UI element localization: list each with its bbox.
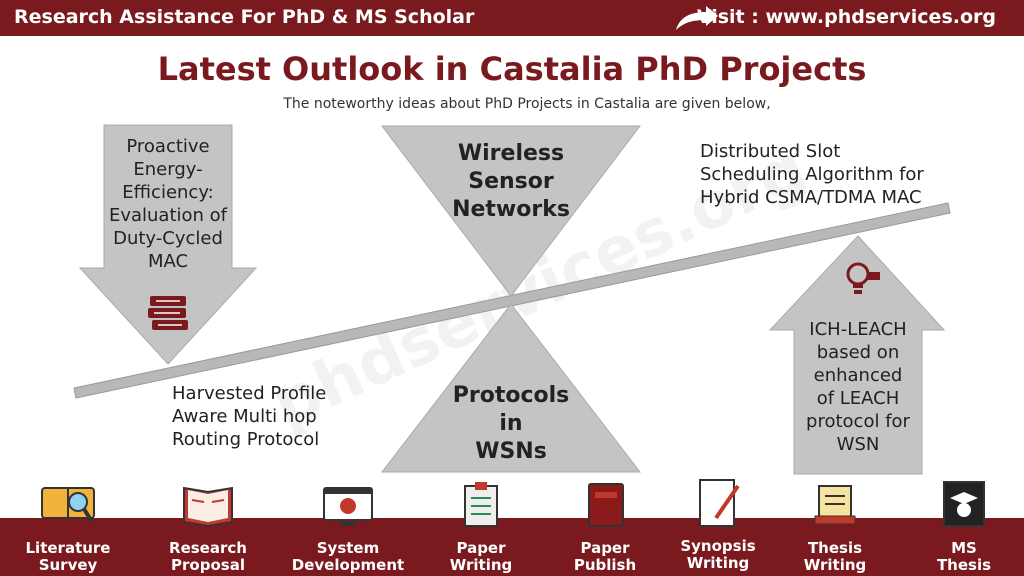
service-label: Paper (580, 539, 630, 557)
down-arrow-line: Evaluation of (108, 205, 228, 226)
up-arrow-line: based on (816, 342, 900, 363)
service-label: Writing (803, 556, 867, 574)
up-arrow-line: enhanced (813, 365, 903, 386)
up-arrow-shape (768, 235, 946, 475)
header-bar: Research Assistance For PhD & MS Scholar… (0, 0, 1024, 36)
service-label: Survey (38, 556, 98, 574)
topic-line: Routing Protocol (172, 429, 320, 450)
service-label: Paper (456, 539, 506, 557)
wsn-line: Networks (452, 197, 570, 222)
header-tagline: Research Assistance For PhD & MS Scholar (14, 6, 475, 28)
service-label: Development (291, 556, 405, 574)
pen-paper-icon (699, 479, 740, 527)
seesaw-beam (73, 202, 951, 399)
topic-line: Aware Multi hop (172, 406, 317, 427)
down-arrow-text: Proactive Energy- Efficiency: Evaluation… (104, 135, 232, 273)
service-ms-thesis[interactable]: MS Thesis (904, 478, 1024, 574)
upright-triangle-shape (380, 303, 642, 473)
graduate-icon (943, 481, 985, 527)
topic-line: Distributed Slot (700, 141, 841, 162)
down-arrow-line: MAC (147, 251, 189, 272)
lightbulb-icon (846, 262, 880, 294)
service-system-development[interactable]: System Development (288, 478, 408, 574)
service-label: Synopsis (680, 537, 756, 555)
page-title: Latest Outlook in Castalia PhD Projects (157, 50, 867, 88)
up-arrow-line: protocol for (806, 411, 910, 432)
wsn-line: Sensor (468, 169, 554, 194)
service-paper-publish[interactable]: Paper Publish (545, 478, 665, 574)
monitor-code-icon (323, 487, 373, 526)
service-label: Writing (449, 556, 513, 574)
top-right-topic: Distributed Slot Scheduling Algorithm fo… (700, 140, 924, 209)
service-label: System (316, 539, 380, 557)
service-label: Research (169, 539, 247, 557)
service-label: Writing (686, 554, 750, 572)
inverted-triangle-text: Wireless Sensor Networks (431, 140, 591, 224)
open-book-icon (183, 486, 233, 528)
up-arrow-line: WSN (836, 434, 880, 455)
service-label: Thesis (936, 556, 992, 574)
service-label: Proposal (171, 556, 245, 574)
service-label: Thesis (807, 539, 863, 557)
upright-triangle-text: Protocols in WSNs (431, 382, 591, 466)
protocols-line: in (499, 411, 523, 436)
inverted-triangle-shape (380, 125, 642, 297)
up-arrow-line: ICH-LEACH (809, 319, 907, 340)
magnifier-icon (41, 487, 95, 524)
curved-arrow-icon (676, 6, 718, 30)
service-literature-survey[interactable]: Literature Survey (8, 478, 128, 574)
service-label: Publish (573, 556, 637, 574)
service-synopsis-writing[interactable]: Synopsis Writing (658, 478, 778, 572)
up-arrow-line: of LEACH (816, 388, 900, 409)
services-bar (0, 518, 1024, 576)
service-paper-writing[interactable]: Paper Writing (421, 478, 541, 574)
service-label: Literature (25, 539, 111, 557)
topic-line: Scheduling Algorithm for (700, 164, 924, 185)
topic-line: Harvested Profile (172, 383, 327, 404)
page-subtitle: The noteworthy ideas about PhD Projects … (283, 96, 771, 112)
clipboard-icon (464, 482, 498, 527)
down-arrow-line: Efficiency: (122, 182, 214, 203)
down-arrow-line: Proactive (126, 136, 210, 157)
up-arrow-text: ICH-LEACH based on enhanced of LEACH pro… (794, 318, 922, 456)
service-label: MS (951, 539, 977, 557)
down-arrow-line: Energy- (133, 159, 203, 180)
website-link[interactable]: Visit : www.phdservices.org (696, 6, 996, 28)
protocols-line: WSNs (475, 439, 547, 464)
service-thesis-writing[interactable]: Thesis Writing (775, 478, 895, 574)
scroll-icon (814, 485, 856, 525)
topic-line: Hybrid CSMA/TDMA MAC (700, 187, 922, 208)
down-arrow-line: Duty-Cycled (113, 228, 223, 249)
service-research-proposal[interactable]: Research Proposal (148, 478, 268, 574)
books-icon (148, 296, 188, 330)
protocols-line: Protocols (452, 383, 570, 408)
wsn-line: Wireless (457, 141, 565, 166)
bottom-left-topic: Harvested Profile Aware Multi hop Routin… (172, 382, 326, 451)
down-arrow-shape (78, 124, 258, 365)
book-icon (588, 483, 624, 527)
